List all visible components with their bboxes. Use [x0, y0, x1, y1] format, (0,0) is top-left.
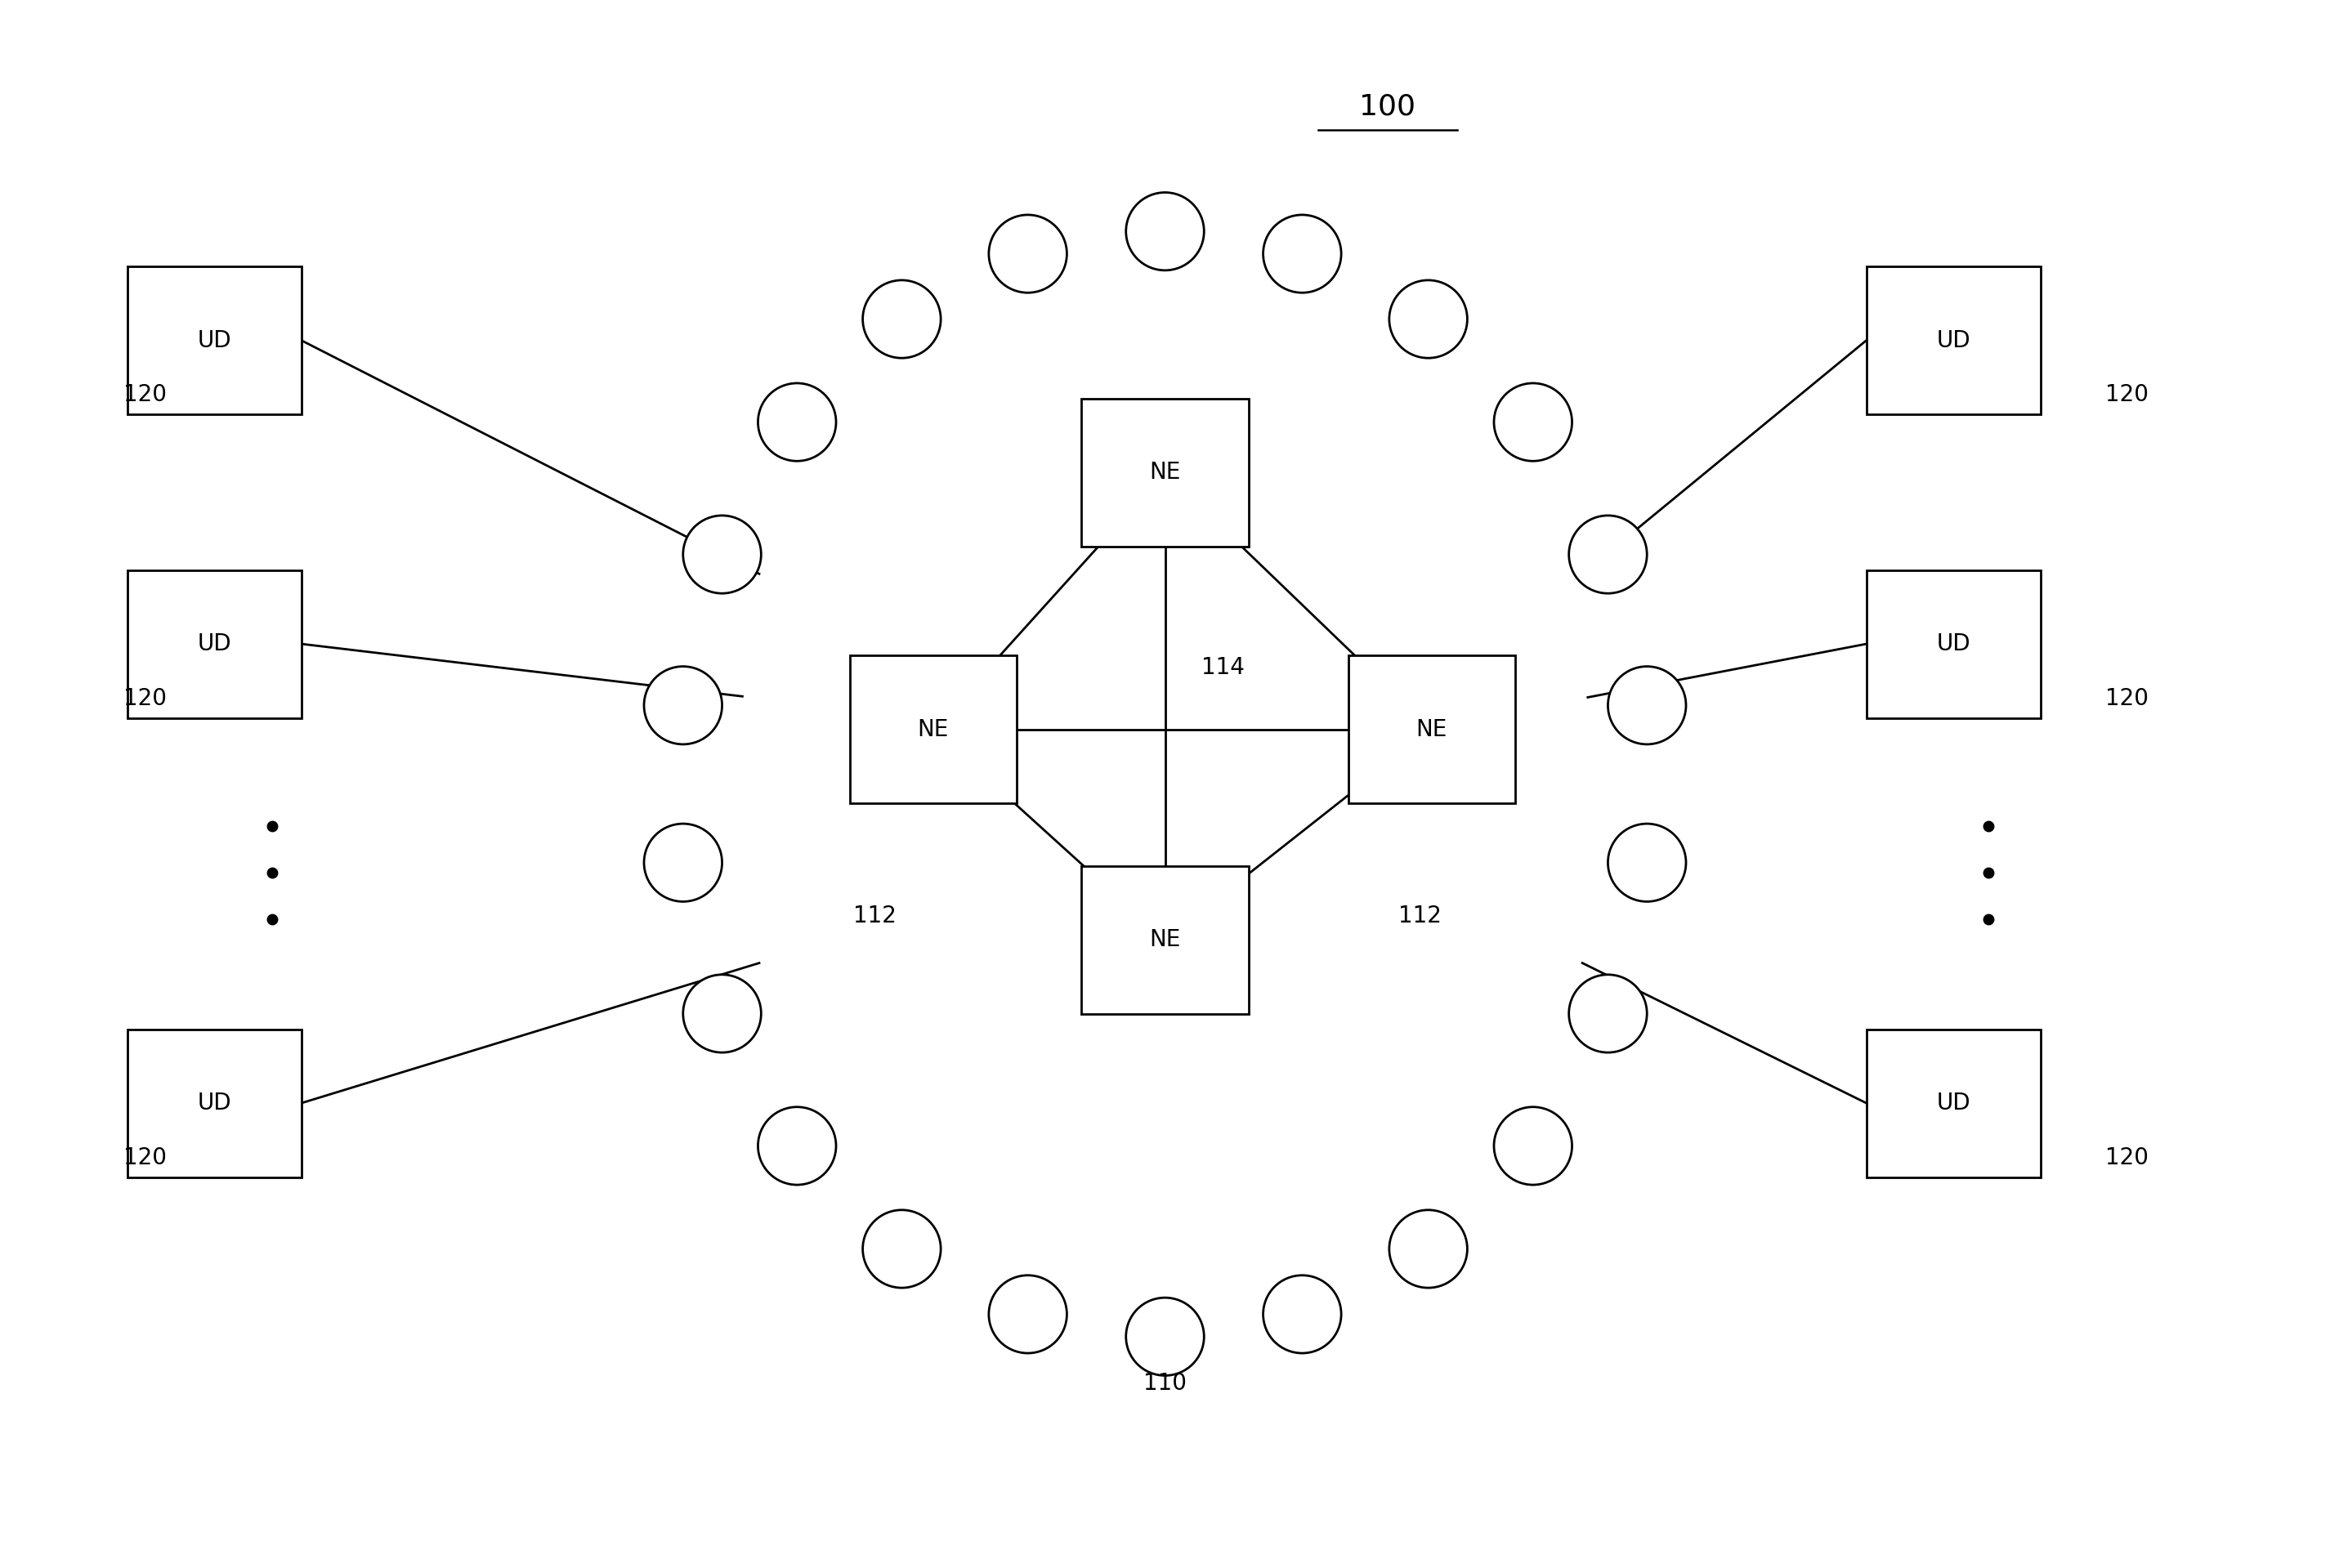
Text: 100: 100: [1358, 93, 1417, 121]
FancyBboxPatch shape: [1866, 569, 2041, 718]
Text: NE: NE: [918, 718, 948, 742]
Text: 112: 112: [1398, 905, 1442, 928]
Ellipse shape: [1263, 1275, 1342, 1353]
Text: 120: 120: [2106, 687, 2148, 710]
Text: NE: NE: [1149, 461, 1181, 485]
Ellipse shape: [643, 666, 722, 745]
Ellipse shape: [1608, 666, 1687, 745]
Ellipse shape: [1389, 1210, 1468, 1287]
Text: UD: UD: [1936, 1091, 1971, 1115]
Text: 120: 120: [2106, 384, 2148, 406]
Ellipse shape: [1263, 215, 1342, 293]
Ellipse shape: [862, 281, 941, 358]
Ellipse shape: [1494, 1107, 1573, 1185]
Ellipse shape: [1494, 383, 1573, 461]
Text: 120: 120: [123, 687, 165, 710]
Ellipse shape: [757, 383, 836, 461]
FancyBboxPatch shape: [1081, 398, 1249, 547]
FancyBboxPatch shape: [1081, 866, 1249, 1013]
Text: NE: NE: [1417, 718, 1447, 742]
Ellipse shape: [683, 975, 762, 1052]
Text: NE: NE: [1149, 928, 1181, 952]
Text: 112: 112: [853, 905, 897, 928]
Ellipse shape: [736, 298, 1594, 1270]
Text: 120: 120: [2106, 1146, 2148, 1170]
Text: UD: UD: [1936, 329, 1971, 351]
Text: 120: 120: [123, 384, 165, 406]
Ellipse shape: [1389, 281, 1468, 358]
Text: 120: 120: [123, 1146, 165, 1170]
Ellipse shape: [862, 1210, 941, 1287]
Text: UD: UD: [198, 329, 231, 351]
Text: 114: 114: [1202, 655, 1244, 679]
Ellipse shape: [683, 516, 762, 593]
FancyBboxPatch shape: [850, 655, 1016, 803]
Text: UD: UD: [198, 1091, 231, 1115]
FancyBboxPatch shape: [1349, 655, 1514, 803]
Ellipse shape: [1568, 975, 1647, 1052]
Text: 110: 110: [1144, 1372, 1186, 1396]
Ellipse shape: [643, 823, 722, 902]
Text: UD: UD: [1936, 632, 1971, 655]
FancyBboxPatch shape: [1866, 267, 2041, 414]
FancyBboxPatch shape: [128, 267, 301, 414]
Ellipse shape: [1125, 1298, 1205, 1375]
Ellipse shape: [988, 215, 1067, 293]
Ellipse shape: [1608, 823, 1687, 902]
FancyBboxPatch shape: [1866, 1029, 2041, 1178]
FancyBboxPatch shape: [128, 569, 301, 718]
FancyBboxPatch shape: [128, 1029, 301, 1178]
Ellipse shape: [767, 331, 1563, 1237]
Ellipse shape: [757, 1107, 836, 1185]
Ellipse shape: [988, 1275, 1067, 1353]
Ellipse shape: [1568, 516, 1647, 593]
Ellipse shape: [1125, 193, 1205, 270]
Text: UD: UD: [198, 632, 231, 655]
